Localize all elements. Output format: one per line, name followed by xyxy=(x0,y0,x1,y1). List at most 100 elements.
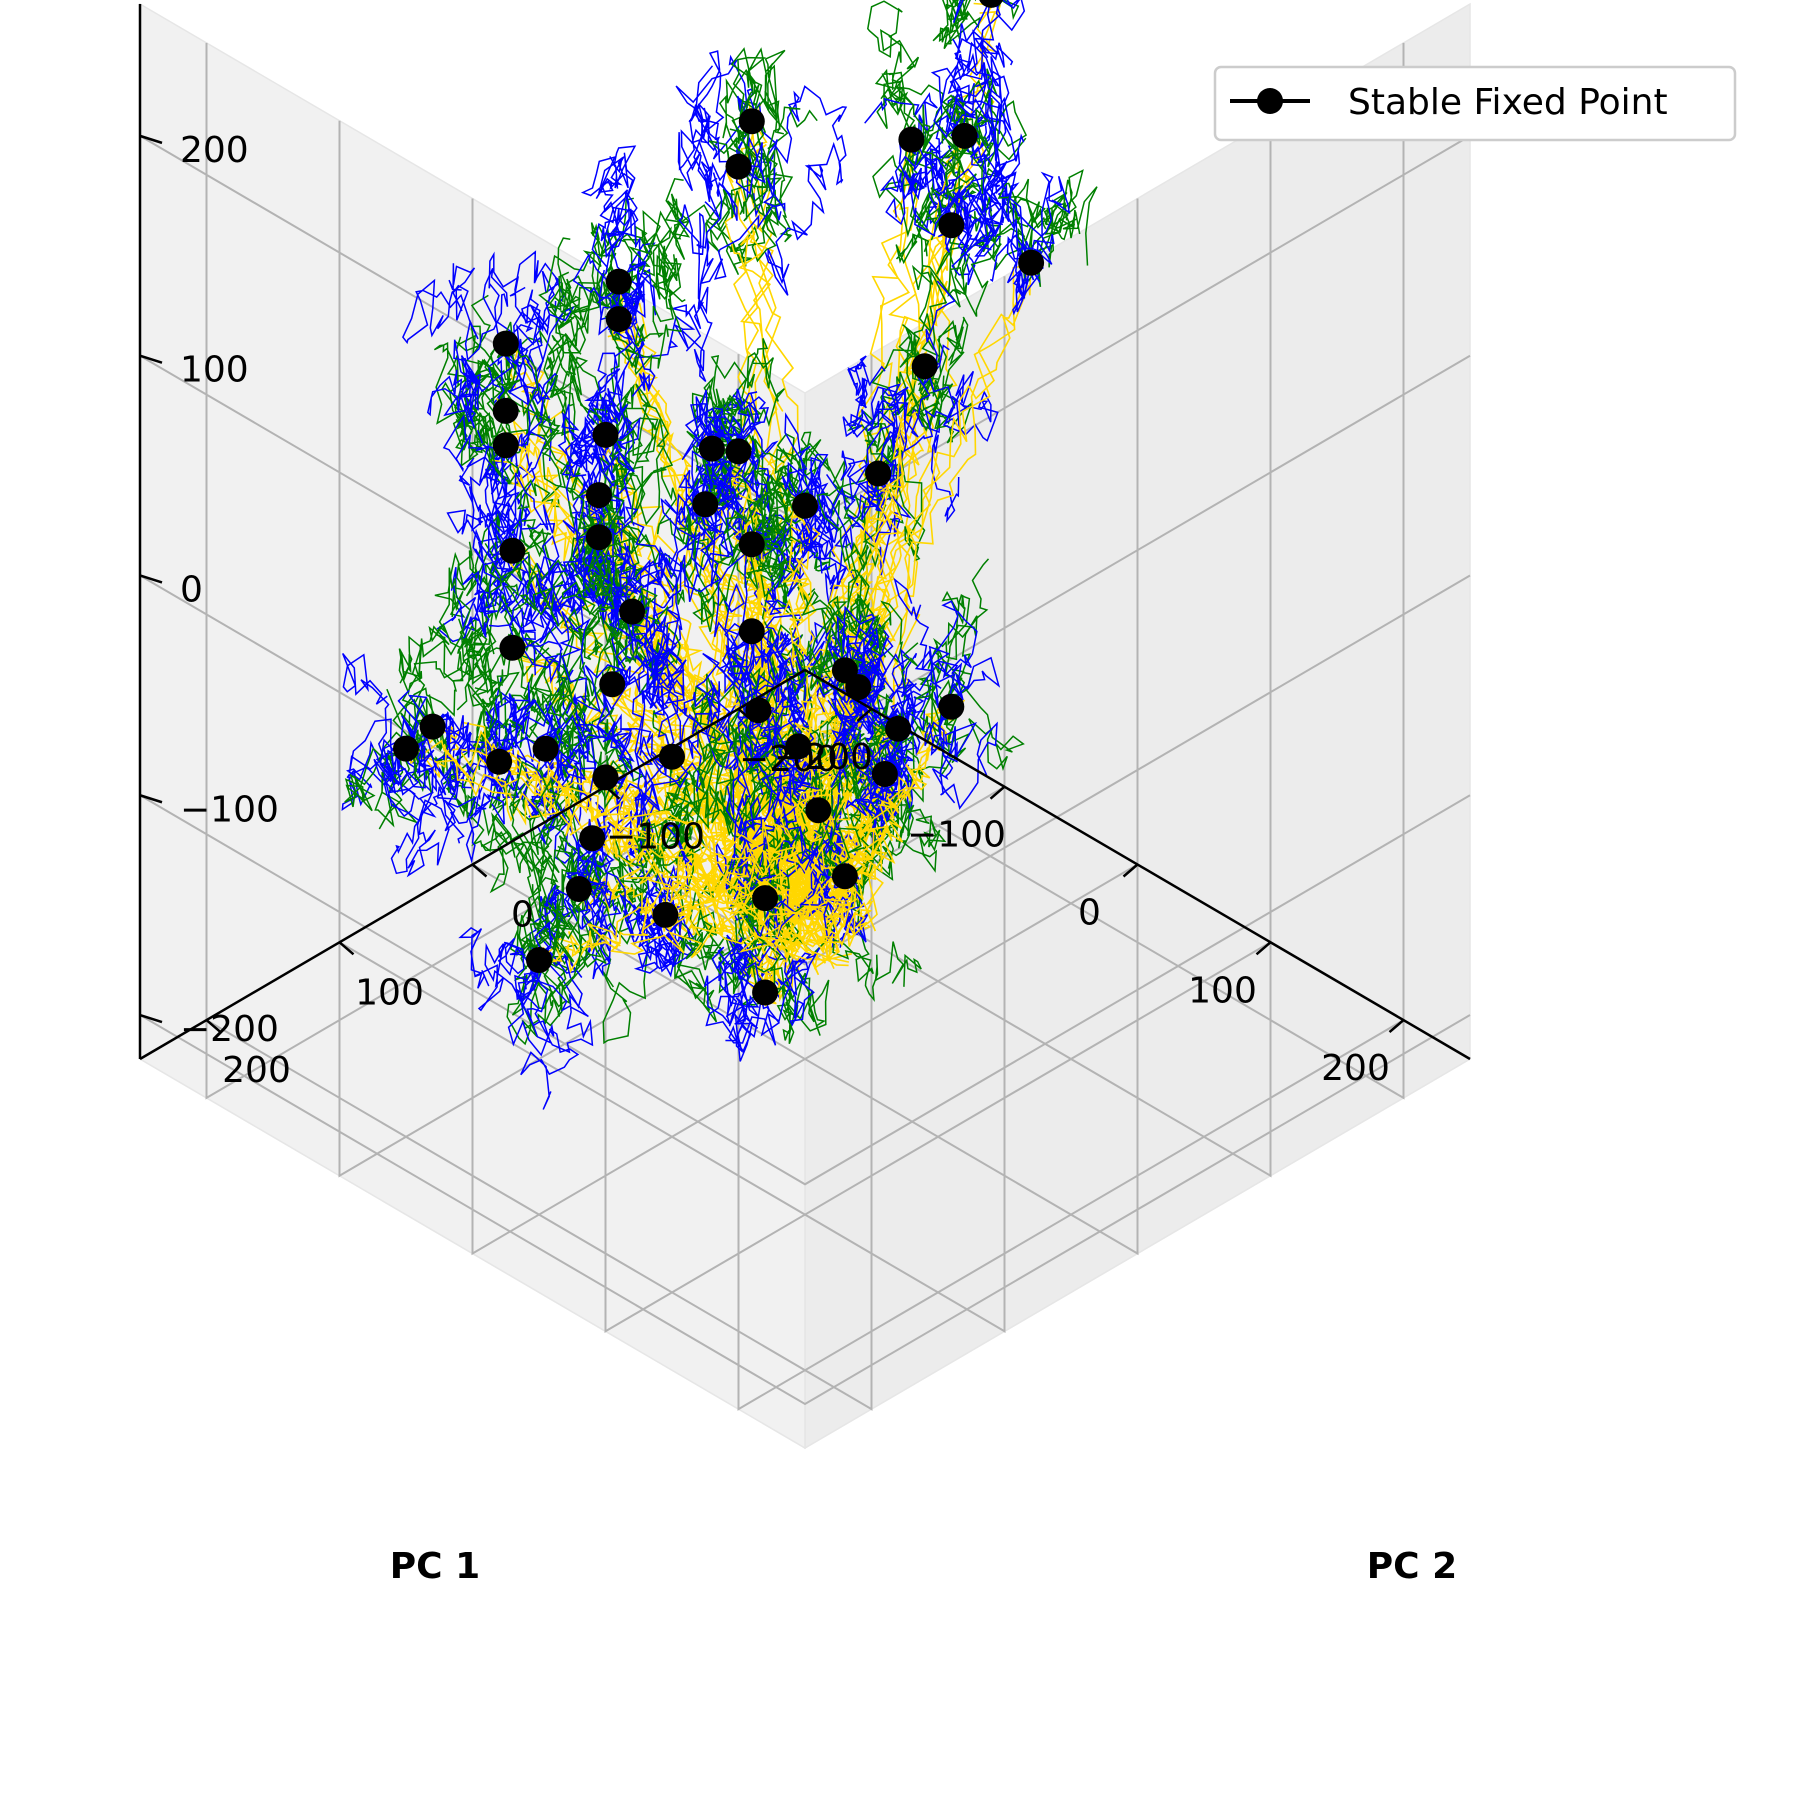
fixed-point-marker xyxy=(792,492,818,519)
fixed-point-marker xyxy=(911,353,938,380)
chart-gridlines xyxy=(139,42,1471,1411)
trajectory-line xyxy=(341,653,434,812)
trajectory-line xyxy=(582,520,683,648)
trajectory-line xyxy=(748,277,1032,963)
z-tick-label: −100 xyxy=(180,789,279,830)
fixed-point-marker xyxy=(1018,249,1045,276)
trajectory-line xyxy=(844,741,911,830)
x-tick-label: −200 xyxy=(774,737,873,778)
trajectory-line xyxy=(703,937,762,1053)
z-gridline xyxy=(139,794,1471,1186)
trajectory-line xyxy=(844,280,956,438)
trajectory-line xyxy=(513,250,575,462)
fixed-point-marker xyxy=(938,212,965,239)
trajectory-line xyxy=(776,716,865,942)
fixed-point-marker xyxy=(951,122,978,149)
chart-ticks: −200−1000100200−200−1000100200−200−10001… xyxy=(139,130,1405,1091)
fixed-point-marker xyxy=(725,153,752,180)
y-axis-title: PC 2 xyxy=(1367,1546,1457,1587)
trajectory-line xyxy=(528,850,798,974)
trajectory-line xyxy=(683,391,761,551)
fixed-point-marker xyxy=(585,524,612,551)
fixed-point-marker xyxy=(605,306,632,333)
fixed-point-marker xyxy=(592,421,619,448)
y-tick xyxy=(205,1019,222,1034)
fixed-point-marker xyxy=(871,761,898,787)
trajectory-line xyxy=(572,252,647,340)
trajectory-line xyxy=(533,860,757,967)
trajectory-line xyxy=(806,574,904,691)
trajectory-line xyxy=(933,36,1025,167)
trajectory-line xyxy=(433,342,522,484)
trajectory-line xyxy=(894,269,952,427)
trajectory-line xyxy=(695,388,771,531)
trajectory-line xyxy=(718,67,793,243)
trajectory-line xyxy=(715,765,792,939)
fixed-point-marker xyxy=(845,674,872,701)
legend-frame xyxy=(1213,65,1737,142)
x-tick xyxy=(1255,941,1272,956)
z-tick xyxy=(139,1013,163,1024)
fixed-point-marker xyxy=(486,748,513,775)
fixed-point-marker xyxy=(979,0,1004,8)
fixed-point-marker xyxy=(831,863,858,890)
fixed-point-marker xyxy=(692,491,719,518)
trajectory-line xyxy=(743,633,830,738)
trajectory-line xyxy=(905,316,974,444)
fixed-point-marker xyxy=(885,715,912,742)
trajectory-line xyxy=(678,107,786,315)
x-axis-title: PC 1 xyxy=(390,1546,480,1587)
trajectory-line xyxy=(911,192,1026,308)
x-tick xyxy=(1122,863,1139,878)
fixed-point-marker xyxy=(599,671,626,698)
trajectory-line xyxy=(752,727,820,840)
x-tick-label: −100 xyxy=(907,815,1006,856)
trajectory-line xyxy=(949,178,1098,317)
trajectory-line xyxy=(708,64,794,239)
trajectory-line xyxy=(556,678,646,810)
fixed-point-marker xyxy=(652,901,679,928)
fixed-point-marker xyxy=(393,735,419,762)
y-tick-label: −100 xyxy=(606,817,705,858)
trajectory-line xyxy=(582,531,643,632)
trajectory-line xyxy=(739,494,820,598)
trajectory-line xyxy=(449,348,522,485)
trajectory-line xyxy=(562,209,678,437)
trajectory-line xyxy=(893,577,1001,737)
fixed-point-marker xyxy=(532,735,559,762)
trajectory-line xyxy=(736,85,848,296)
fixed-point-marker xyxy=(738,108,765,135)
trajectory-line xyxy=(781,412,839,561)
z-tick-label: 100 xyxy=(180,350,249,391)
trajectory-line xyxy=(725,438,870,591)
z-tick-label: 0 xyxy=(180,570,203,611)
chart-fixed-points xyxy=(393,0,1045,1006)
trajectory-line xyxy=(686,375,763,482)
trajectory-line xyxy=(386,567,471,793)
fixed-point-marker xyxy=(499,537,526,564)
y-tick-label: 200 xyxy=(222,1050,291,1091)
trajectory-line xyxy=(879,126,964,226)
trajectory-line xyxy=(583,302,713,455)
z-tick-label: 200 xyxy=(180,130,249,171)
fixed-point-marker xyxy=(865,460,892,487)
trajectory-line xyxy=(487,251,558,500)
z-tick xyxy=(139,354,163,364)
fixed-point-marker xyxy=(419,713,446,740)
x-tick-label: 0 xyxy=(1078,893,1101,934)
fixed-point-marker xyxy=(938,693,965,720)
y-tick-label: 100 xyxy=(355,972,424,1013)
trajectory-line xyxy=(750,910,801,1007)
z-tick xyxy=(139,574,163,584)
trajectory-line xyxy=(398,630,510,711)
trajectory-line xyxy=(580,156,657,316)
trajectory-line xyxy=(914,150,1021,286)
trajectory-line xyxy=(952,0,1021,59)
z-gridline xyxy=(139,574,1471,966)
legend-label-stable-fixed-point: Stable Fixed Point xyxy=(1348,82,1668,123)
legend: Stable Fixed Point xyxy=(1213,65,1737,142)
trajectory-line xyxy=(577,843,799,908)
trajectory-line xyxy=(824,610,890,735)
z-tick xyxy=(139,794,163,804)
